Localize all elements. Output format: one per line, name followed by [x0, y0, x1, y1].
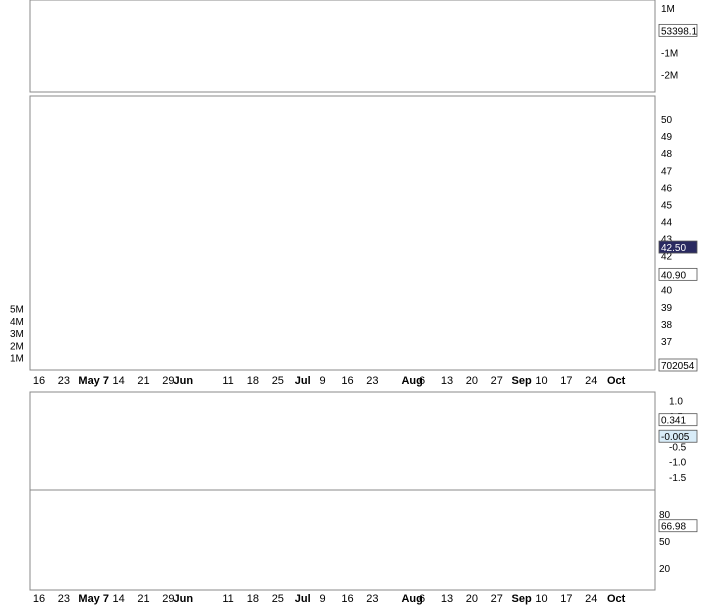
- macd-y-tick-3: -1.0: [669, 458, 687, 469]
- macd-y-tick-0: 1.0: [669, 397, 683, 408]
- price-badge-0: 42.50: [661, 243, 686, 254]
- volume-y-tick-1: 2M: [10, 341, 24, 352]
- price-y-tick-13: 50: [661, 115, 673, 126]
- x-axis-top-label-2: May 7: [78, 375, 109, 387]
- macd-y-tick-4: -1.5: [669, 473, 687, 484]
- x-axis-bottom-label-19: Sep: [512, 593, 532, 605]
- sto-y-tick-2: 20: [659, 564, 671, 575]
- macd-y-tick-2: -0.5: [669, 442, 687, 453]
- x-axis-bottom-label-15: 6: [419, 593, 425, 605]
- force-y-tick-3: -2M: [661, 71, 678, 82]
- x-axis-bottom-label-22: 24: [585, 593, 597, 605]
- volume-y-tick-3: 4M: [10, 317, 24, 328]
- macd-badge-1-box: [658, 429, 698, 443]
- x-axis-bottom-label-1: 23: [58, 593, 70, 605]
- volume-badge: 702054: [661, 361, 695, 372]
- price-y-tick-6: 43: [661, 235, 673, 246]
- macd-badge-0: 0.341: [661, 416, 686, 427]
- sto-badge-0-box: [658, 519, 698, 533]
- x-axis-bottom-label-14: Aug: [401, 593, 422, 605]
- x-axis-bottom-label-8: 18: [247, 593, 259, 605]
- price-y-tick-1: 38: [661, 320, 673, 331]
- macd-badge-0-box: [658, 413, 698, 427]
- volume-badge-box: [658, 358, 698, 372]
- x-axis-top-label-8: 18: [247, 375, 259, 387]
- x-axis-top-label-12: 16: [341, 375, 353, 387]
- price-y-tick-7: 44: [661, 217, 673, 228]
- price-y-tick-11: 48: [661, 149, 673, 160]
- force-y-tick-2: -1M: [661, 49, 678, 60]
- price-y-tick-8: 45: [661, 200, 673, 211]
- x-axis-bottom-label-23: Oct: [607, 593, 626, 605]
- x-axis-bottom-label-18: 27: [491, 593, 503, 605]
- x-axis-top-label-14: Aug: [401, 375, 422, 387]
- x-axis-top-label-22: 24: [585, 375, 597, 387]
- x-axis-bottom-label-0: 16: [33, 593, 45, 605]
- price-badge-1-box: [658, 267, 698, 281]
- macd-frame: [29, 391, 656, 491]
- x-axis-top-label-23: Oct: [607, 375, 626, 387]
- price-y-tick-3: 40: [661, 286, 673, 297]
- x-axis-top-label-1: 23: [58, 375, 70, 387]
- x-axis-bottom-label-12: 16: [341, 593, 353, 605]
- x-axis-top-label-18: 27: [491, 375, 503, 387]
- x-axis-top-label-6: Jun: [173, 375, 193, 387]
- price-y-tick-5: 42: [661, 252, 673, 263]
- x-axis-bottom-label-3: 14: [112, 593, 124, 605]
- price-frame: [29, 95, 656, 371]
- x-axis-top-label-0: 16: [33, 375, 45, 387]
- x-axis-bottom-label-4: 21: [137, 593, 149, 605]
- price-y-tick-9: 46: [661, 183, 673, 194]
- x-axis-bottom-label-13: 23: [366, 593, 378, 605]
- x-axis-bottom-label-5: 29: [162, 593, 174, 605]
- x-axis-bottom-label-10: Jul: [295, 593, 311, 605]
- x-axis-top-label-10: Jul: [295, 375, 311, 387]
- volume-y-tick-0: 1M: [10, 354, 24, 365]
- sto-y-tick-0: 80: [659, 510, 671, 521]
- price-y-tick-0: 37: [661, 337, 673, 348]
- volume-y-tick-4: 5M: [10, 304, 24, 315]
- x-axis-bottom-label-21: 17: [560, 593, 572, 605]
- price-badge-1: 40.90: [661, 270, 686, 281]
- x-axis-bottom-label-9: 25: [272, 593, 284, 605]
- sto-y-tick-1: 50: [659, 537, 671, 548]
- x-axis-top-label-9: 25: [272, 375, 284, 387]
- sto-frame: [29, 489, 656, 591]
- x-axis-top-label-21: 17: [560, 375, 572, 387]
- x-axis-bottom-label-2: May 7: [78, 593, 109, 605]
- x-axis-top-label-15: 6: [419, 375, 425, 387]
- x-axis-bottom-label-6: Jun: [173, 593, 193, 605]
- force-zero-badge: 53398.1: [661, 26, 698, 37]
- x-axis-top-label-11: 9: [320, 375, 326, 387]
- x-axis-bottom-label-7: 11: [222, 593, 233, 605]
- force-zero-badge-box: [658, 23, 698, 37]
- x-axis-top-label-5: 29: [162, 375, 174, 387]
- x-axis-top-label-20: 10: [535, 375, 547, 387]
- price-y-tick-10: 47: [661, 166, 673, 177]
- x-axis-top-label-13: 23: [366, 375, 378, 387]
- macd-badge-1: -0.005: [661, 432, 690, 443]
- price-y-tick-12: 49: [661, 132, 673, 143]
- x-axis-bottom-label-16: 13: [441, 593, 453, 605]
- volume-y-tick-2: 3M: [10, 329, 24, 340]
- x-axis-top-label-17: 20: [466, 375, 478, 387]
- x-axis-top-label-4: 21: [137, 375, 149, 387]
- x-axis-top-label-19: Sep: [512, 375, 532, 387]
- force-frame: [29, 0, 656, 93]
- x-axis-top-label-7: 11: [222, 375, 233, 387]
- x-axis-bottom-label-11: 9: [320, 593, 326, 605]
- x-axis-top-label-3: 14: [112, 375, 124, 387]
- x-axis-bottom-label-20: 10: [535, 593, 547, 605]
- x-axis-bottom-label-17: 20: [466, 593, 478, 605]
- price-badge-0-box: [658, 240, 698, 254]
- price-y-tick-2: 39: [661, 303, 673, 314]
- force-y-tick-0: 1M: [661, 4, 675, 15]
- x-axis-top-label-16: 13: [441, 375, 453, 387]
- sto-badge-0: 66.98: [661, 522, 686, 533]
